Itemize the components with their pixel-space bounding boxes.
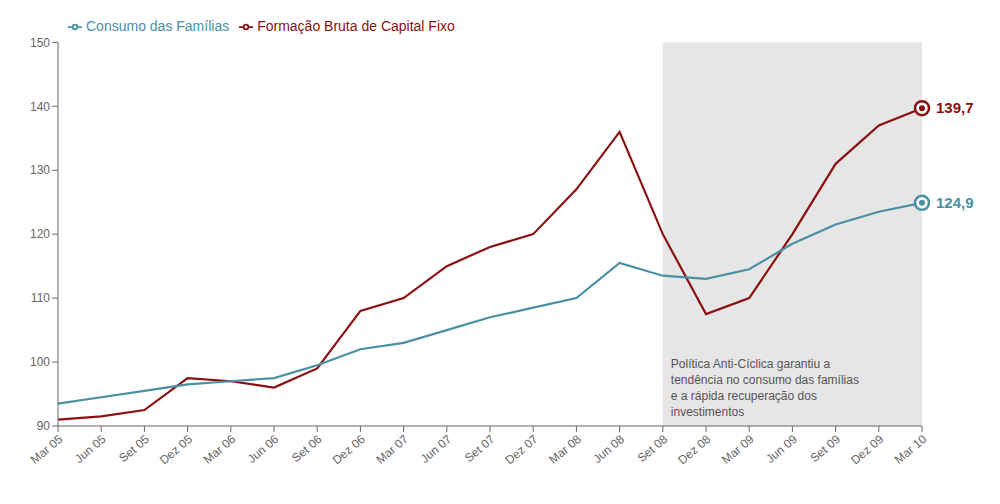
svg-text:Jun 05: Jun 05 [72,432,109,466]
svg-text:Mar 08: Mar 08 [546,432,584,467]
svg-text:Jun 06: Jun 06 [245,432,282,466]
svg-text:Mar 05: Mar 05 [28,432,66,467]
svg-text:140: 140 [30,100,50,114]
svg-text:139,7: 139,7 [936,99,974,116]
svg-text:Mar 06: Mar 06 [201,432,239,467]
svg-text:Jun 08: Jun 08 [590,432,627,466]
svg-text:110: 110 [31,291,50,305]
svg-text:Dez 07: Dez 07 [502,432,540,467]
svg-text:150: 150 [30,36,50,50]
svg-text:Mar 10: Mar 10 [892,432,930,467]
svg-text:Mar 07: Mar 07 [373,432,411,467]
svg-text:Jun 09: Jun 09 [763,432,800,466]
html-text:Consumo das Famílias: Consumo das Famílias [86,18,230,34]
svg-text:Mar 09: Mar 09 [719,432,757,467]
svg-text:90: 90 [37,419,51,433]
svg-text:Dez 09: Dez 09 [848,432,886,467]
svg-text:Dez 05: Dez 05 [157,432,195,467]
svg-text:Set 07: Set 07 [462,432,498,465]
svg-text:124,9: 124,9 [936,194,974,211]
svg-text:Dez 06: Dez 06 [330,432,368,467]
svg-text:Set 08: Set 08 [635,432,671,465]
html-text:Formação Bruta de Capital Fixo: Formação Bruta de Capital Fixo [257,18,455,34]
svg-text:Jun 07: Jun 07 [418,432,455,466]
svg-text:Set 05: Set 05 [116,432,152,465]
svg-text:Dez 08: Dez 08 [675,432,713,467]
svg-text:100: 100 [30,355,50,369]
svg-text:Política Anti-Cíclica garantiu: Política Anti-Cíclica garantiu atendênci… [671,357,859,419]
svg-text:Set 06: Set 06 [289,432,325,465]
svg-text:120: 120 [30,227,50,241]
svg-text:130: 130 [30,163,50,177]
svg-text:Set 09: Set 09 [807,432,843,465]
